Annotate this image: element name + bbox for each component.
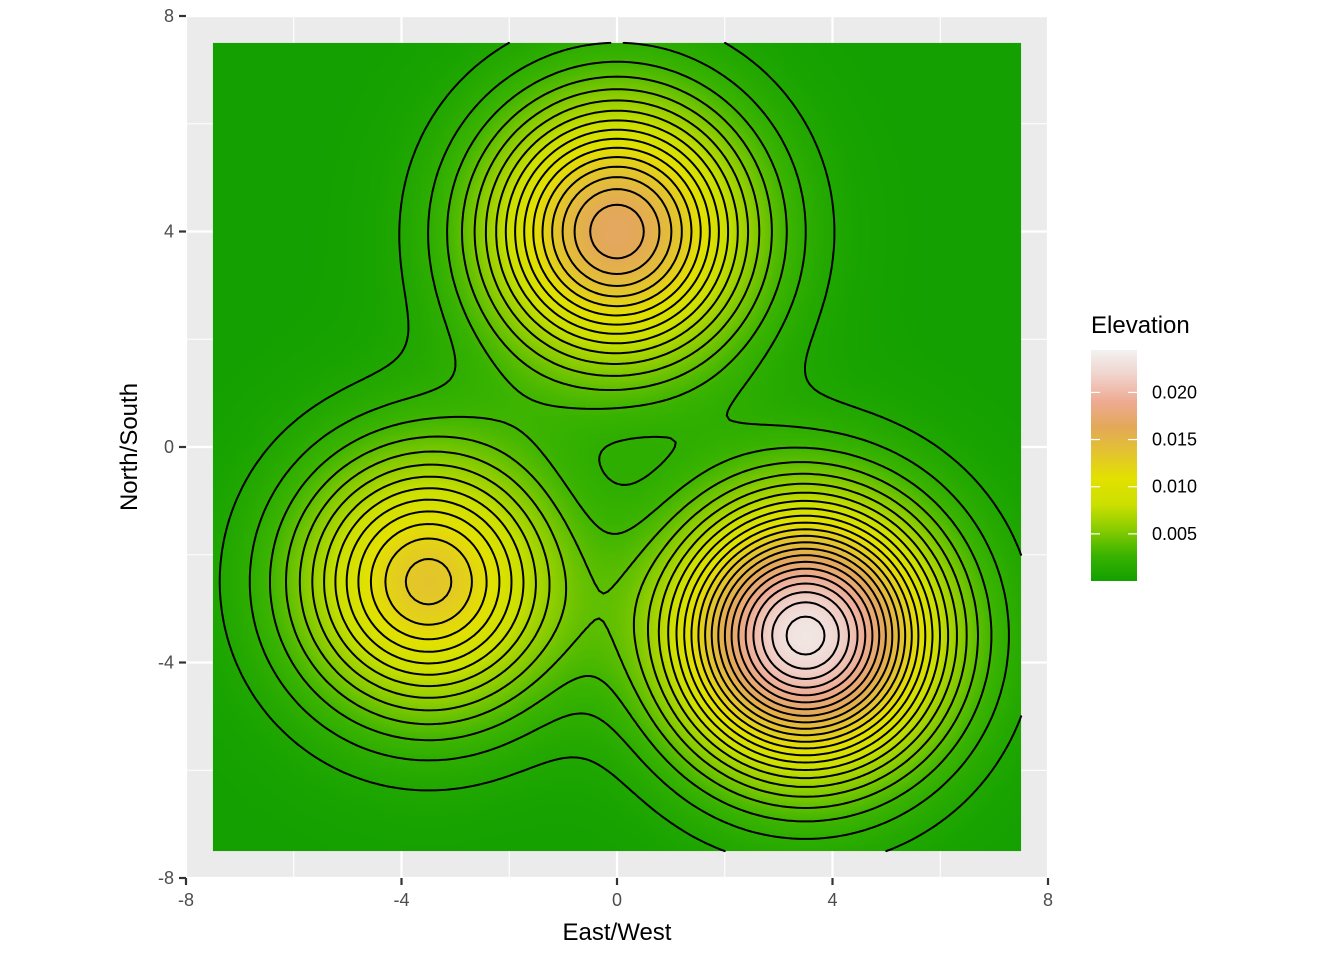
contour-line: [737, 567, 874, 704]
axes: -8 -4 0 4 8 -8 -4 0 4 8: [158, 6, 1053, 910]
contour-line: [744, 574, 867, 697]
legend-label: 0.020: [1152, 382, 1197, 402]
x-tick-label: -4: [393, 890, 409, 910]
contour-line: [248, 41, 1010, 840]
contour-line: [334, 119, 941, 771]
y-tick-label: 8: [164, 6, 174, 26]
legend-title: Elevation: [1091, 312, 1190, 339]
contour-line: [285, 75, 979, 809]
contour-line: [357, 137, 927, 757]
legend-label: 0.005: [1152, 524, 1197, 544]
contour-lines: [218, 41, 1023, 853]
legend: Elevation 0.005 0.010 0.015 0.020: [1091, 312, 1197, 581]
contour-line: [311, 99, 958, 788]
contour-line: [785, 615, 826, 656]
contour-line: [561, 176, 900, 730]
y-axis-title: North/South: [116, 383, 143, 511]
legend-colorbar: [1091, 350, 1137, 581]
elevation-raster: [212, 42, 1022, 852]
contour-line: [771, 601, 840, 670]
contour-line: [573, 188, 894, 724]
legend-label: 0.010: [1152, 477, 1197, 497]
x-tick-label: 0: [612, 890, 622, 910]
contour-line: [298, 88, 968, 798]
contour-line: [269, 60, 993, 823]
x-tick-label: -8: [178, 890, 194, 910]
contour-line: [369, 146, 920, 750]
contour-line: [730, 560, 881, 711]
contour-line: [218, 41, 1023, 853]
y-tick-label: -8: [158, 868, 174, 888]
y-tick-label: 4: [164, 222, 174, 242]
x-tick-label: 4: [827, 890, 837, 910]
x-axis-title: East/West: [563, 919, 672, 946]
y-tick-label: 0: [164, 437, 174, 457]
legend-label: 0.015: [1152, 430, 1197, 450]
x-tick-label: 8: [1043, 890, 1053, 910]
contour-line: [404, 165, 907, 737]
contour-line: [345, 128, 934, 764]
contour-line: [323, 109, 950, 780]
contour-line: [589, 203, 887, 717]
legend-ticks: 0.005 0.010 0.015 0.020: [1091, 382, 1197, 544]
contour-line: [761, 591, 850, 680]
y-tick-label: -4: [158, 653, 174, 673]
contour-line: [384, 156, 913, 743]
contour-line: [752, 582, 859, 689]
